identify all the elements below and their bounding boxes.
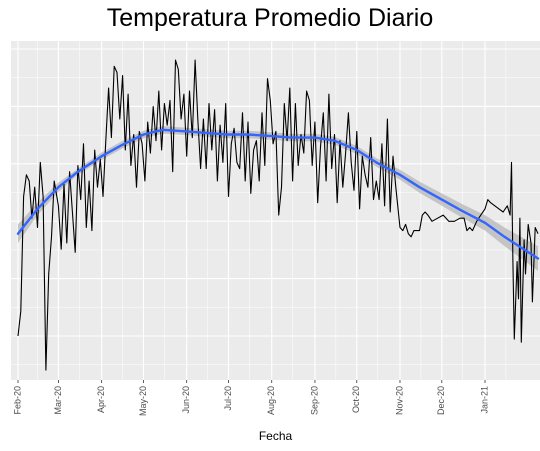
- series-lines: [16, 59, 540, 371]
- x-tick-label: Oct-20: [351, 386, 361, 413]
- x-tick-label: May-20: [138, 386, 148, 416]
- grid-lines: [11, 41, 540, 380]
- confidence-band: [18, 126, 538, 271]
- x-tick-label: Dec-20: [436, 386, 446, 415]
- x-tick-label: Feb-20: [12, 386, 22, 415]
- x-tick-label: Mar-20: [53, 386, 63, 415]
- x-tick-label: Sep-20: [309, 386, 319, 415]
- daily-temperature-line: [17, 59, 539, 371]
- x-axis: Feb-20 Mar-20 Apr-20 May-20 Jun-20 Jul-20 Aug-…: [12, 380, 489, 416]
- x-tick-label: Jul-20: [223, 386, 233, 411]
- trend-line: [16, 128, 540, 260]
- x-tick-label: Apr-20: [96, 386, 106, 413]
- x-tick-label: Jan-21: [479, 386, 489, 414]
- x-tick-label: Aug-20: [266, 386, 276, 415]
- x-tick-label: Jun-20: [181, 386, 191, 414]
- confidence-band-area: [18, 126, 538, 271]
- x-tick-label: Nov-20: [394, 386, 404, 415]
- x-axis-title: Fecha: [259, 429, 293, 443]
- chart-title: Temperatura Promedio Diario: [106, 4, 434, 32]
